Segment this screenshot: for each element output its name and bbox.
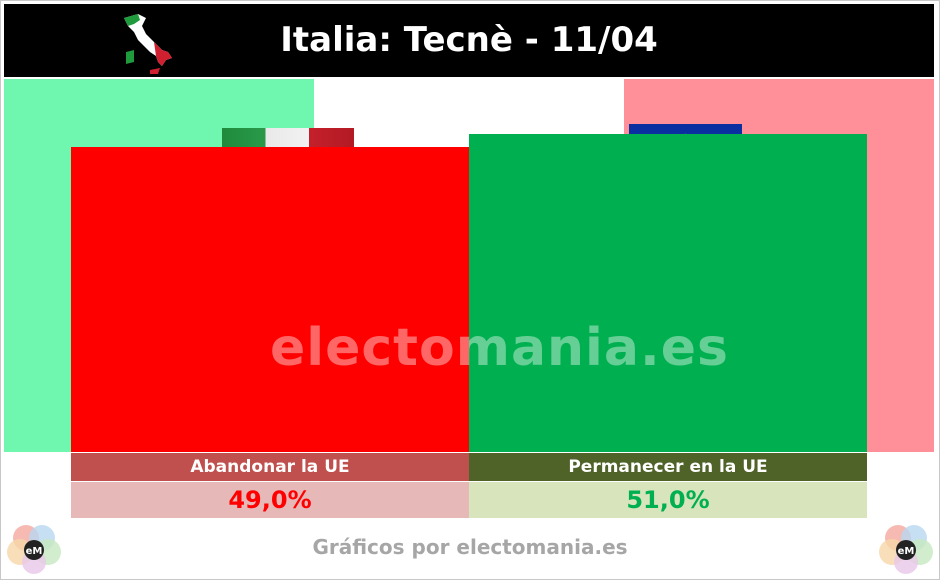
electomania-logo-icon: eM [7,525,61,574]
italy-map-icon [124,14,172,74]
header-bar: Italia: Tecnè - 11/04 [4,4,934,77]
page-title: Italia: Tecnè - 11/04 [280,20,658,60]
value-label: 51,0% [469,482,867,518]
category-label: Abandonar la UE [71,453,469,481]
chart-bar [71,146,469,452]
category-label: Permanecer en la UE [469,453,867,481]
value-label: 49,0% [71,482,469,518]
footer-credit: Gráficos por electomania.es [312,535,628,559]
logo-text: eM [898,546,915,557]
chart-bar [469,134,867,452]
logo-text: eM [26,546,43,557]
electomania-logo-icon: eM [879,525,933,574]
